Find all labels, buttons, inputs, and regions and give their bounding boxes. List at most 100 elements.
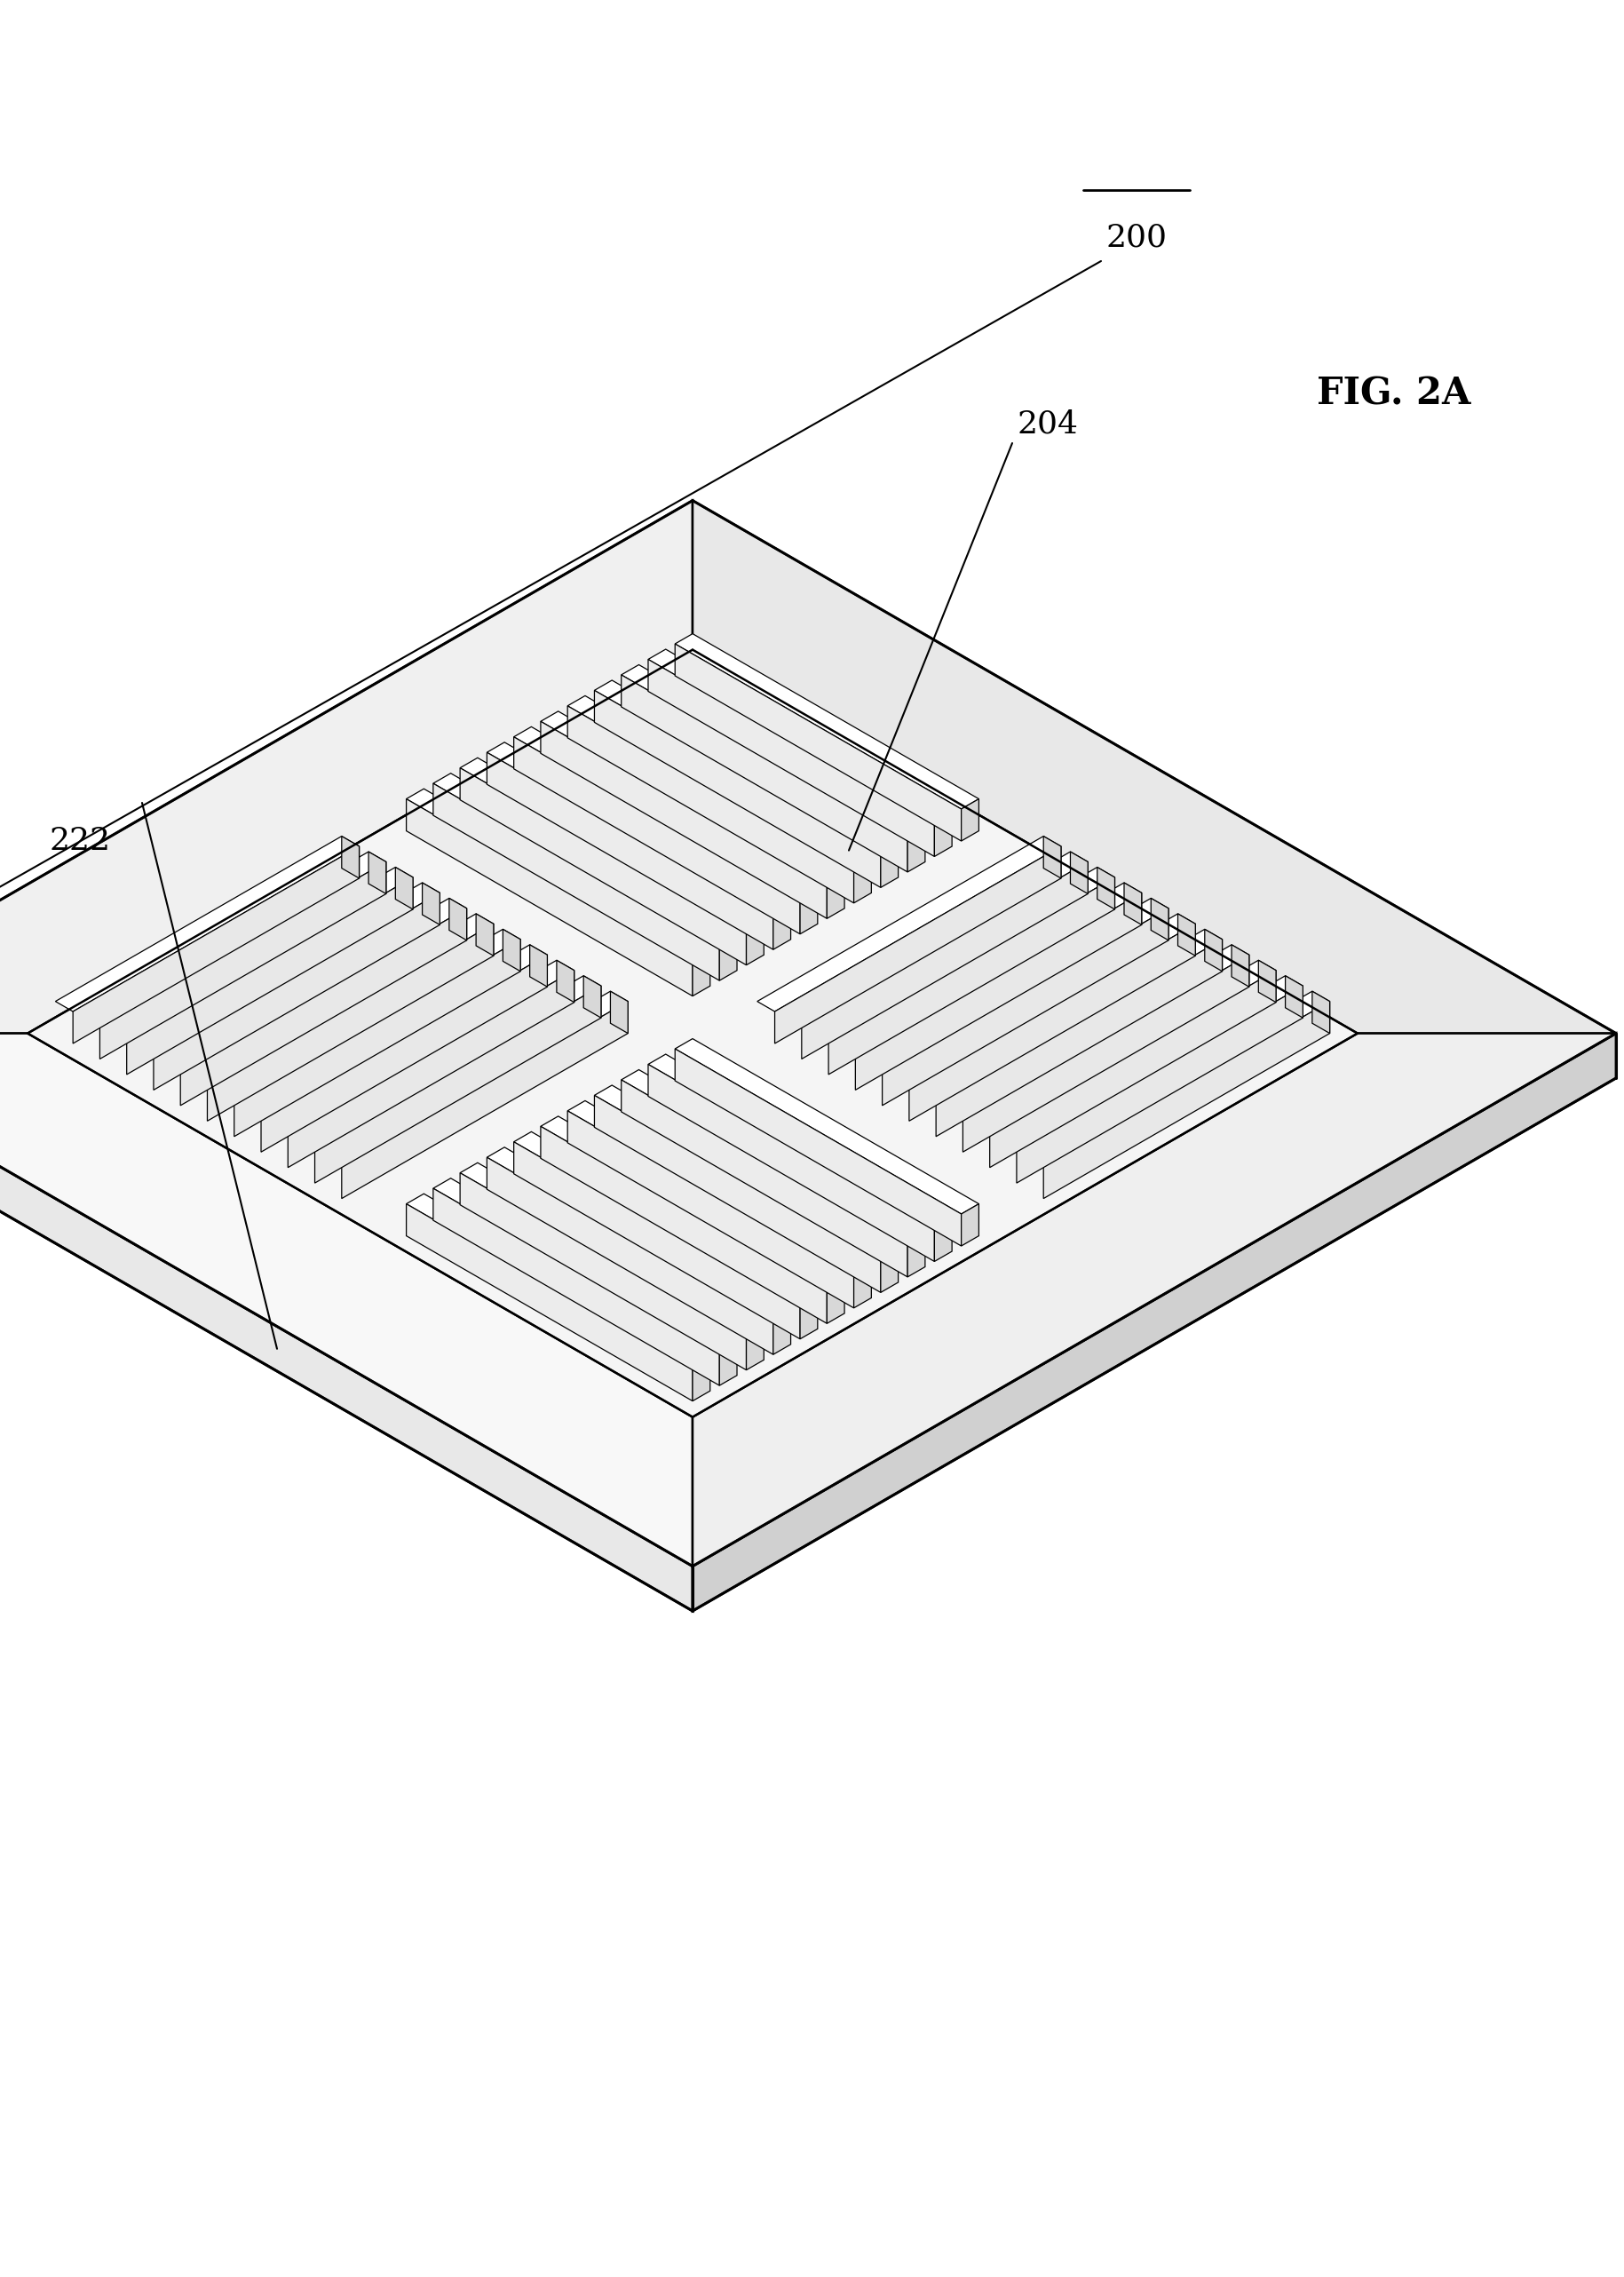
Polygon shape <box>810 868 1114 1043</box>
Polygon shape <box>1026 990 1330 1166</box>
Polygon shape <box>180 909 466 1107</box>
Polygon shape <box>395 868 412 909</box>
Polygon shape <box>773 909 791 950</box>
Polygon shape <box>676 644 961 840</box>
Polygon shape <box>854 861 872 904</box>
Polygon shape <box>908 1234 926 1277</box>
Polygon shape <box>838 883 1142 1059</box>
Polygon shape <box>880 1250 898 1293</box>
Polygon shape <box>513 1141 801 1339</box>
Polygon shape <box>341 1002 628 1198</box>
Polygon shape <box>541 1127 827 1323</box>
Text: 200: 200 <box>1106 223 1168 253</box>
Polygon shape <box>127 877 412 1075</box>
Polygon shape <box>476 913 494 956</box>
Polygon shape <box>864 897 1169 1072</box>
Polygon shape <box>136 883 440 1059</box>
Polygon shape <box>529 945 547 986</box>
Polygon shape <box>450 897 466 940</box>
Polygon shape <box>162 897 466 1072</box>
Polygon shape <box>775 847 1060 1043</box>
Polygon shape <box>934 815 952 856</box>
Polygon shape <box>541 710 844 886</box>
Polygon shape <box>880 845 898 888</box>
Polygon shape <box>1070 852 1088 895</box>
Polygon shape <box>648 649 952 824</box>
Polygon shape <box>434 1177 737 1353</box>
Polygon shape <box>261 954 547 1152</box>
Polygon shape <box>1259 961 1276 1002</box>
Polygon shape <box>216 929 520 1104</box>
Polygon shape <box>28 649 1358 1416</box>
Polygon shape <box>1017 986 1302 1184</box>
Polygon shape <box>801 1298 817 1339</box>
Polygon shape <box>692 1034 1616 1610</box>
Text: FIG. 2A: FIG. 2A <box>1317 376 1471 412</box>
Polygon shape <box>244 945 547 1120</box>
Polygon shape <box>1177 913 1195 956</box>
Polygon shape <box>594 690 880 888</box>
Polygon shape <box>109 868 412 1043</box>
Polygon shape <box>513 1132 817 1307</box>
Polygon shape <box>676 633 979 808</box>
Polygon shape <box>676 1050 961 1246</box>
Polygon shape <box>801 893 817 934</box>
Polygon shape <box>747 922 763 965</box>
Text: 222: 222 <box>49 827 110 856</box>
Polygon shape <box>719 938 737 981</box>
Polygon shape <box>854 1266 872 1307</box>
Polygon shape <box>963 954 1249 1152</box>
Text: 204: 204 <box>1017 408 1078 439</box>
Polygon shape <box>341 836 359 879</box>
Polygon shape <box>827 877 844 918</box>
Polygon shape <box>1098 868 1114 909</box>
Polygon shape <box>773 1312 791 1355</box>
Polygon shape <box>1312 990 1330 1034</box>
Polygon shape <box>557 961 575 1002</box>
Polygon shape <box>935 940 1223 1136</box>
Polygon shape <box>434 774 737 950</box>
Polygon shape <box>692 954 710 995</box>
Polygon shape <box>692 1359 710 1400</box>
Polygon shape <box>315 986 601 1184</box>
Polygon shape <box>434 1189 719 1384</box>
Polygon shape <box>676 1038 979 1214</box>
Polygon shape <box>460 767 747 965</box>
Polygon shape <box>594 1095 880 1293</box>
Polygon shape <box>434 783 719 981</box>
Polygon shape <box>973 961 1276 1136</box>
Polygon shape <box>622 674 908 872</box>
Polygon shape <box>648 1054 952 1230</box>
Polygon shape <box>784 852 1088 1027</box>
Polygon shape <box>422 883 440 924</box>
Polygon shape <box>73 847 359 1043</box>
Polygon shape <box>594 1086 898 1261</box>
Polygon shape <box>208 924 494 1120</box>
Polygon shape <box>190 913 494 1088</box>
Polygon shape <box>648 660 934 856</box>
Polygon shape <box>692 1034 1616 1567</box>
Polygon shape <box>1285 977 1302 1018</box>
Polygon shape <box>567 1111 854 1307</box>
Polygon shape <box>934 1220 952 1261</box>
Polygon shape <box>487 751 773 950</box>
Polygon shape <box>83 852 387 1027</box>
Polygon shape <box>692 501 1616 1034</box>
Polygon shape <box>297 977 601 1152</box>
Polygon shape <box>460 1164 763 1339</box>
Polygon shape <box>892 913 1195 1088</box>
Polygon shape <box>487 1157 773 1355</box>
Polygon shape <box>919 929 1223 1104</box>
Polygon shape <box>154 893 440 1091</box>
Polygon shape <box>989 970 1276 1168</box>
Polygon shape <box>622 665 926 840</box>
Polygon shape <box>513 738 801 934</box>
Polygon shape <box>406 788 710 963</box>
Polygon shape <box>648 1063 934 1261</box>
Polygon shape <box>1151 897 1169 940</box>
Polygon shape <box>1044 836 1060 879</box>
Polygon shape <box>583 977 601 1018</box>
Polygon shape <box>567 697 872 872</box>
Polygon shape <box>594 681 898 856</box>
Polygon shape <box>0 501 692 1034</box>
